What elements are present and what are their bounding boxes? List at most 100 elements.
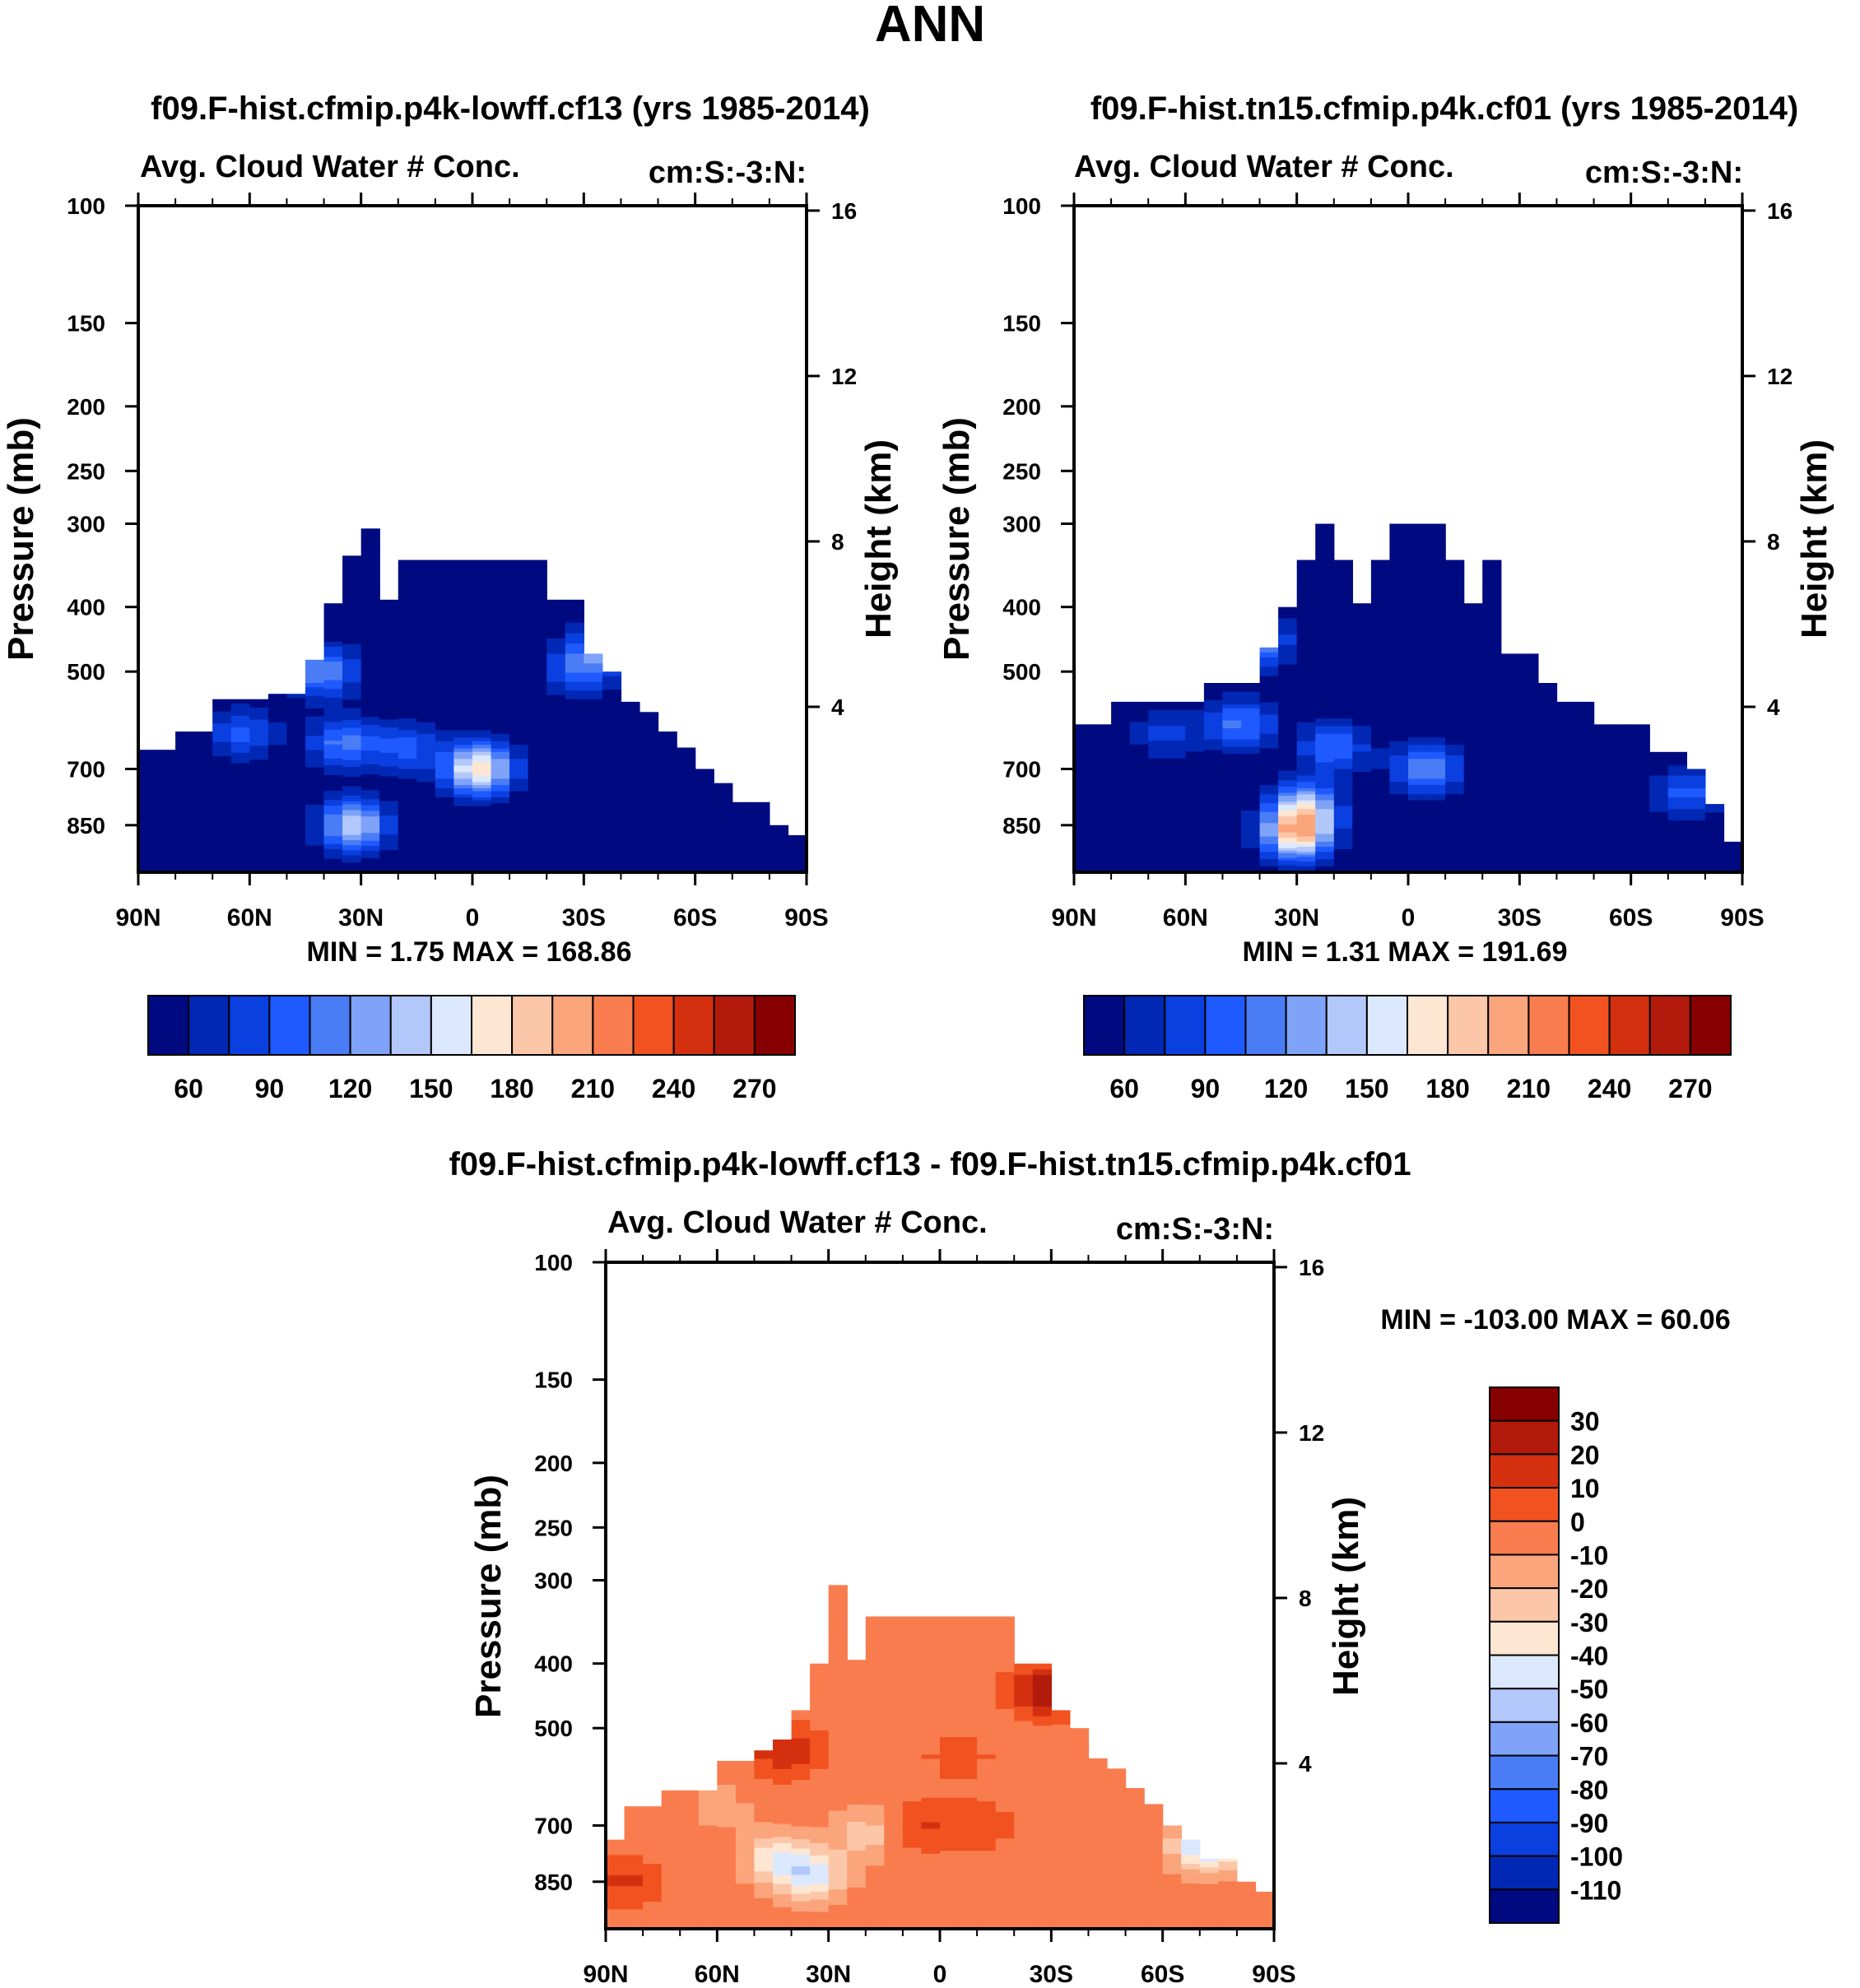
field-cell (528, 825, 547, 829)
field-cell (1222, 787, 1242, 791)
field-cell (416, 836, 436, 840)
field-cell (1074, 824, 1094, 828)
field-cell (379, 686, 399, 691)
field-cell (267, 838, 288, 843)
field-cell (602, 787, 622, 792)
field-cell (639, 753, 659, 758)
field-cell (323, 811, 343, 815)
field-cell (1426, 714, 1446, 719)
field-cell (751, 867, 770, 871)
field-cell (212, 763, 232, 768)
field-cell (621, 741, 640, 746)
field-cell (398, 671, 417, 677)
field-cell (1259, 866, 1279, 870)
field-cell (1352, 671, 1372, 676)
field-cell (1556, 846, 1576, 850)
field-cell (695, 803, 714, 807)
field-cell (249, 829, 269, 833)
field-cell (624, 1870, 644, 1873)
field-cell (1630, 860, 1650, 864)
field-cell (546, 859, 566, 863)
field-cell (680, 1895, 700, 1899)
field-cell (1185, 817, 1205, 821)
field-cell (398, 685, 417, 690)
field-cell (751, 861, 770, 864)
field-cell (472, 803, 492, 807)
field-cell (1389, 815, 1409, 819)
field-cell (1166, 834, 1186, 837)
field-cell (1537, 792, 1558, 797)
field-cell (1203, 777, 1224, 781)
field-cell (661, 1822, 681, 1827)
field-cell (546, 855, 566, 858)
field-cell (453, 782, 473, 786)
field-cell (305, 777, 325, 781)
field-cell (267, 825, 288, 829)
field-cell (643, 1897, 663, 1900)
field-cell (453, 671, 473, 677)
field-cell (565, 832, 584, 835)
field-cell (379, 806, 399, 811)
field-cell (491, 718, 510, 723)
field-cell (323, 834, 343, 837)
field-cell (286, 823, 306, 827)
field-cell (1111, 701, 1131, 707)
field-cell (1166, 817, 1186, 821)
field-cell (175, 746, 195, 750)
field-cell (379, 826, 399, 830)
field-cell (621, 848, 640, 852)
field-cell (717, 1852, 737, 1856)
field-cell (1519, 804, 1539, 808)
x-tick-label: 90N (1051, 904, 1096, 931)
field-cell (1500, 786, 1520, 790)
field-cell (509, 706, 529, 712)
field-cell (751, 801, 770, 806)
field-cell (1203, 835, 1224, 838)
field-cell (546, 815, 566, 819)
field-cell (1222, 850, 1242, 854)
field-cell (732, 851, 751, 854)
field-cell (1649, 787, 1669, 792)
field-cell (677, 822, 696, 826)
field-cell (1612, 787, 1632, 791)
field-cell (435, 787, 455, 792)
field-cell (212, 797, 232, 802)
field-cell (1389, 741, 1409, 746)
field-cell (546, 711, 566, 717)
field-cell (1370, 854, 1391, 857)
field-cell (584, 752, 603, 757)
field-cell (1482, 854, 1502, 857)
panel-test-run: f09.F-hist.tn15.cfmip.p4k.cf01 (yrs 1985… (937, 91, 1834, 1103)
field-cell (1575, 744, 1595, 749)
field-cell (565, 658, 584, 664)
field-cell (1556, 830, 1576, 834)
field-cell (138, 813, 158, 816)
field-cell (788, 840, 807, 844)
field-cell (1519, 699, 1539, 704)
field-cell (1556, 769, 1576, 773)
field-cell (788, 843, 807, 847)
field-cell (416, 737, 436, 742)
field-cell (1445, 809, 1465, 813)
field-cell (472, 714, 492, 719)
field-cell (1426, 737, 1446, 742)
field-cell (717, 1886, 737, 1890)
field-cell (360, 688, 380, 693)
field-cell (193, 756, 213, 761)
field-cell (1575, 822, 1595, 826)
field-cell (621, 755, 640, 759)
field-cell (1612, 767, 1632, 772)
field-cell (1166, 733, 1186, 738)
field-cell (602, 857, 622, 860)
field-cell (677, 835, 696, 839)
field-cell (1185, 758, 1205, 763)
field-cell (565, 857, 584, 861)
field-cell (1074, 724, 1094, 729)
field-cell (602, 741, 622, 746)
field-cell (621, 868, 640, 871)
field-cell (138, 821, 158, 825)
field-cell (643, 1916, 663, 1920)
field-cell (643, 1839, 663, 1844)
field-cell (435, 772, 455, 777)
field-cell (677, 790, 696, 794)
